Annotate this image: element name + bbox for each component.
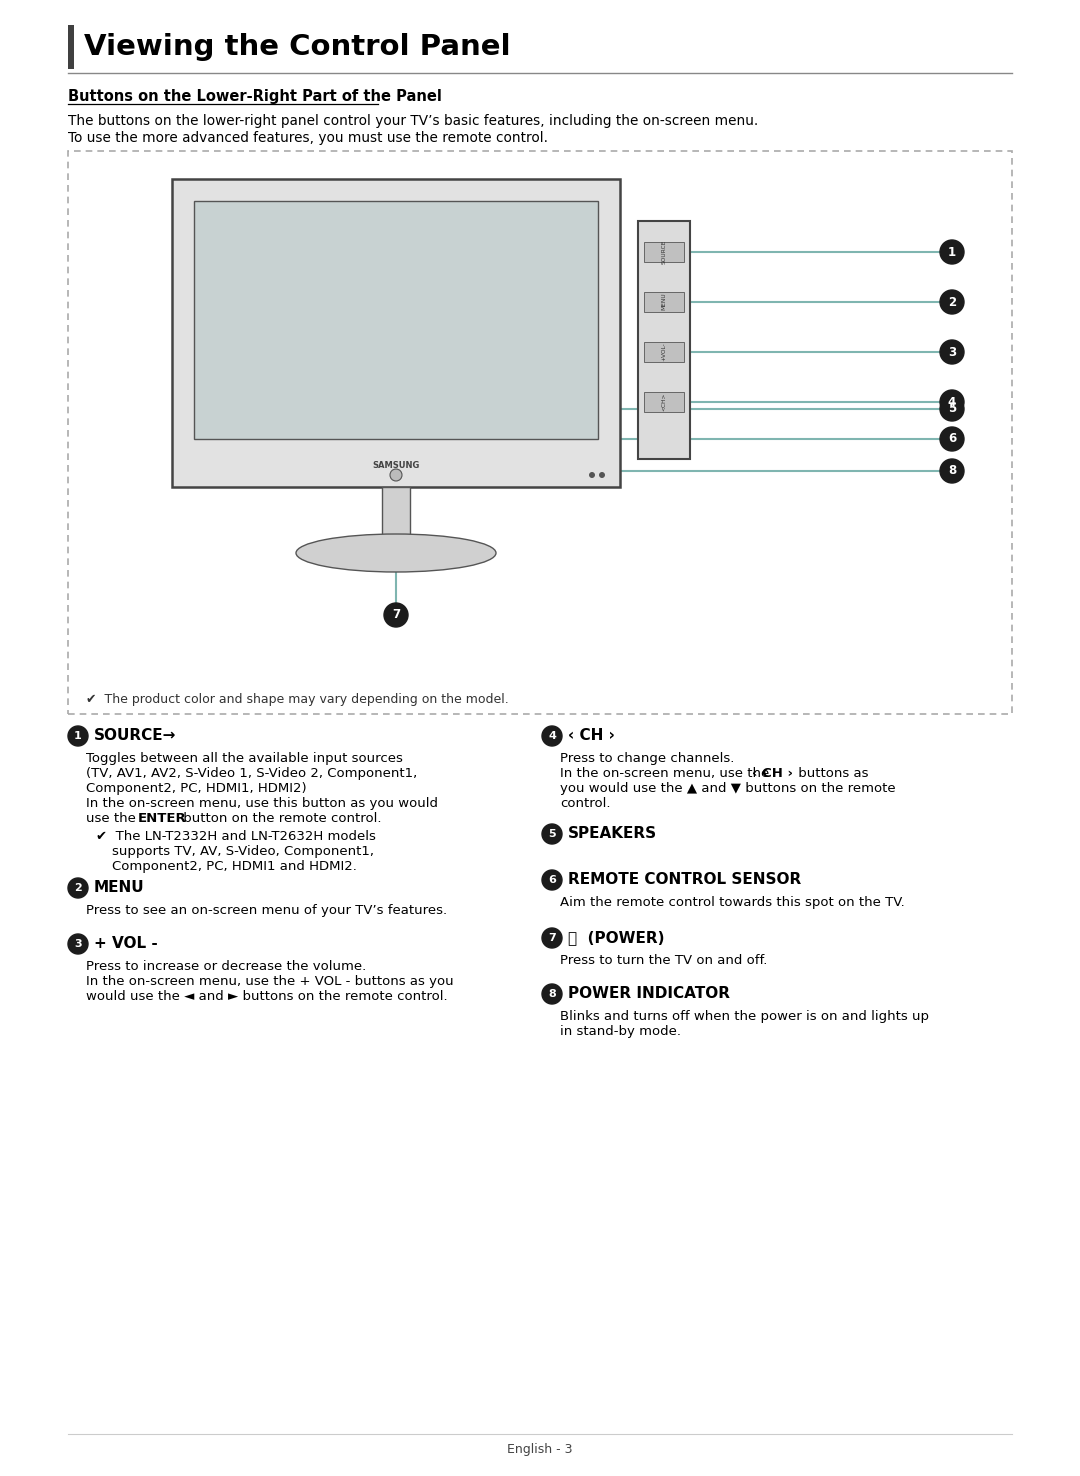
Circle shape (940, 427, 964, 452)
Text: Press to see an on-screen menu of your TV’s features.: Press to see an on-screen menu of your T… (86, 903, 447, 917)
Text: would use the ◄ and ► buttons on the remote control.: would use the ◄ and ► buttons on the rem… (86, 990, 447, 1004)
Text: ‹ CH ›: ‹ CH › (752, 768, 793, 779)
Text: control.: control. (561, 797, 610, 810)
Circle shape (68, 878, 87, 897)
Text: 6: 6 (948, 432, 956, 446)
Text: (TV, AV1, AV2, S-Video 1, S-Video 2, Component1,: (TV, AV1, AV2, S-Video 1, S-Video 2, Com… (86, 768, 417, 779)
FancyBboxPatch shape (644, 342, 684, 362)
Text: ENTER: ENTER (138, 812, 187, 825)
Text: 8: 8 (948, 465, 956, 478)
FancyBboxPatch shape (194, 201, 598, 438)
Text: 4: 4 (548, 731, 556, 741)
Text: <CH>: <CH> (661, 393, 666, 410)
Circle shape (940, 241, 964, 264)
Text: Component2, PC, HDMI1, HDMI2): Component2, PC, HDMI1, HDMI2) (86, 782, 307, 796)
Circle shape (68, 726, 87, 745)
FancyBboxPatch shape (644, 242, 684, 263)
Circle shape (390, 469, 402, 481)
Circle shape (542, 984, 562, 1004)
Text: In the on-screen menu, use this button as you would: In the on-screen menu, use this button a… (86, 797, 438, 810)
Text: SAMSUNG: SAMSUNG (373, 461, 420, 469)
Text: In the on-screen menu, use the: In the on-screen menu, use the (561, 768, 773, 779)
Ellipse shape (296, 534, 496, 573)
Text: 3: 3 (948, 345, 956, 359)
Text: Press to increase or decrease the volume.: Press to increase or decrease the volume… (86, 959, 366, 973)
Text: ✔  The LN-T2332H and LN-T2632H models: ✔ The LN-T2332H and LN-T2632H models (96, 830, 376, 843)
Circle shape (940, 390, 964, 413)
Text: ⏻  (POWER): ⏻ (POWER) (568, 930, 664, 946)
Circle shape (542, 726, 562, 745)
Circle shape (940, 339, 964, 365)
Text: 7: 7 (549, 933, 556, 943)
Circle shape (542, 824, 562, 844)
Text: ‹ CH ›: ‹ CH › (568, 729, 615, 744)
Circle shape (940, 459, 964, 483)
FancyBboxPatch shape (644, 393, 684, 412)
Text: MENU: MENU (94, 881, 145, 896)
Text: 2: 2 (948, 295, 956, 308)
Text: +VOL-: +VOL- (661, 342, 666, 360)
Text: button on the remote control.: button on the remote control. (179, 812, 381, 825)
Text: Press to change channels.: Press to change channels. (561, 751, 734, 765)
Text: 4: 4 (948, 396, 956, 409)
FancyBboxPatch shape (638, 221, 690, 459)
Text: 7: 7 (392, 608, 400, 621)
Text: in stand-by mode.: in stand-by mode. (561, 1024, 681, 1038)
Text: Press to turn the TV on and off.: Press to turn the TV on and off. (561, 953, 768, 967)
Text: Viewing the Control Panel: Viewing the Control Panel (84, 32, 511, 61)
Text: ✔  The product color and shape may vary depending on the model.: ✔ The product color and shape may vary d… (86, 694, 509, 707)
Text: Aim the remote control towards this spot on the TV.: Aim the remote control towards this spot… (561, 896, 905, 909)
Circle shape (599, 472, 605, 478)
Circle shape (542, 869, 562, 890)
FancyBboxPatch shape (644, 292, 684, 311)
Text: SOURCE→: SOURCE→ (94, 729, 176, 744)
Text: To use the more advanced features, you must use the remote control.: To use the more advanced features, you m… (68, 131, 548, 145)
Text: you would use the ▲ and ▼ buttons on the remote: you would use the ▲ and ▼ buttons on the… (561, 782, 895, 796)
Text: buttons as: buttons as (794, 768, 868, 779)
Text: English - 3: English - 3 (508, 1444, 572, 1457)
Text: 2: 2 (75, 883, 82, 893)
Text: 1: 1 (75, 731, 82, 741)
Text: Buttons on the Lower-Right Part of the Panel: Buttons on the Lower-Right Part of the P… (68, 89, 442, 103)
FancyBboxPatch shape (68, 151, 1012, 714)
Text: Component2, PC, HDMI1 and HDMI2.: Component2, PC, HDMI1 and HDMI2. (112, 861, 356, 872)
Text: 6: 6 (548, 875, 556, 886)
Circle shape (68, 934, 87, 953)
Circle shape (589, 472, 595, 478)
Circle shape (384, 604, 408, 627)
Circle shape (542, 928, 562, 948)
Text: supports TV, AV, S-Video, Component1,: supports TV, AV, S-Video, Component1, (112, 844, 374, 858)
Text: 5: 5 (549, 830, 556, 838)
FancyBboxPatch shape (172, 179, 620, 487)
Text: REMOTE CONTROL SENSOR: REMOTE CONTROL SENSOR (568, 872, 801, 887)
Bar (68, 25, 75, 69)
FancyBboxPatch shape (382, 487, 410, 539)
Text: In the on-screen menu, use the + VOL - buttons as you: In the on-screen menu, use the + VOL - b… (86, 976, 454, 987)
Text: use the: use the (86, 812, 140, 825)
Text: 8: 8 (549, 989, 556, 999)
Text: 5: 5 (948, 403, 956, 416)
Circle shape (940, 397, 964, 421)
Text: SPEAKERS: SPEAKERS (568, 827, 657, 841)
Text: Toggles between all the available input sources: Toggles between all the available input … (86, 751, 403, 765)
Text: MENU: MENU (661, 292, 666, 310)
Text: + VOL -: + VOL - (94, 936, 158, 952)
Text: SOURCE: SOURCE (661, 239, 666, 264)
Text: POWER INDICATOR: POWER INDICATOR (568, 986, 730, 1002)
Circle shape (940, 289, 964, 314)
Text: 3: 3 (75, 939, 82, 949)
Text: Blinks and turns off when the power is on and lights up: Blinks and turns off when the power is o… (561, 1010, 929, 1023)
Text: 1: 1 (948, 245, 956, 258)
Text: The buttons on the lower-right panel control your TV’s basic features, including: The buttons on the lower-right panel con… (68, 114, 758, 128)
